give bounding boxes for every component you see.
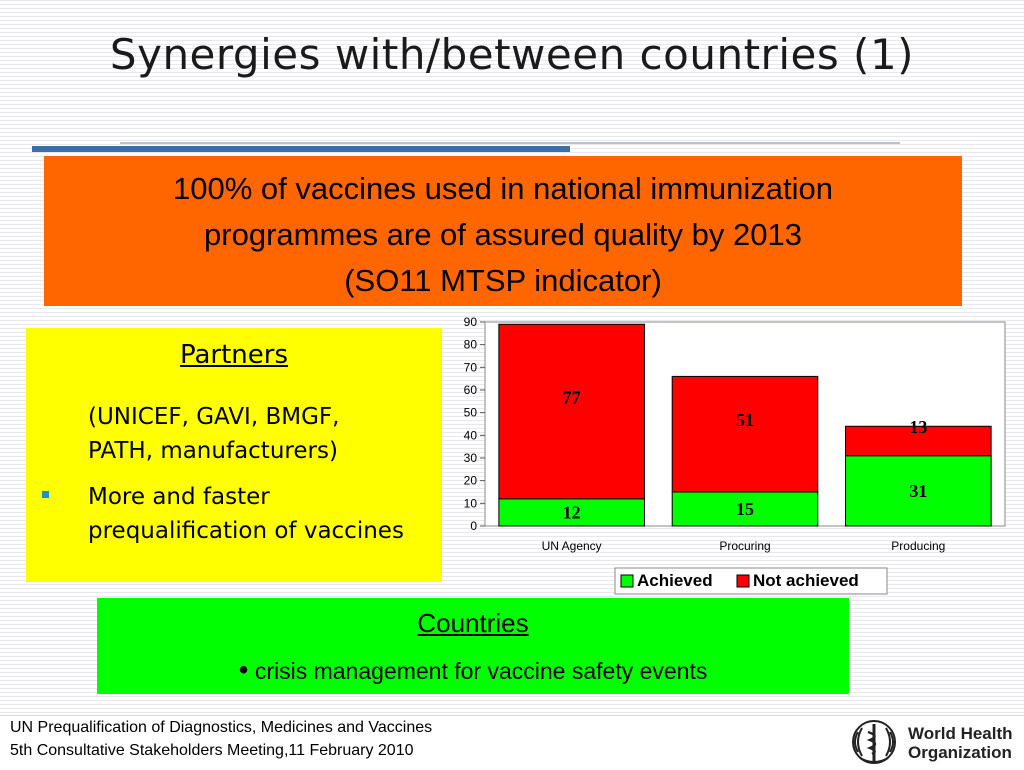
partners-list-line-2: PATH, manufacturers)	[88, 438, 338, 464]
slide-background: Synergies with/between countries (1) 100…	[0, 0, 1024, 715]
round-bullet-icon: •	[238, 654, 249, 685]
partners-list-line-1: (UNICEF, GAVI, BMGF,	[88, 404, 340, 430]
bar-segment-not-achieved	[671, 375, 819, 493]
indicator-line-3: (SO11 MTSP indicator)	[344, 263, 662, 298]
data-label: 77	[563, 388, 581, 408]
who-name-line-1: World Health	[908, 724, 1013, 743]
square-bullet-icon	[42, 491, 49, 498]
y-tick-label: 80	[464, 338, 478, 352]
partners-list: (UNICEF, GAVI, BMGF, PATH, manufacturers…	[88, 400, 428, 468]
y-tick-label: 60	[464, 383, 478, 397]
who-name-line-2: Organization	[908, 743, 1012, 762]
who-logo: World Health Organization	[848, 718, 1018, 766]
partners-box: Partners (UNICEF, GAVI, BMGF, PATH, manu…	[26, 328, 442, 582]
footer: UN Prequalification of Diagnostics, Medi…	[0, 715, 1024, 768]
stacked-bar-chart: 0 10 20 30 40 50 60 70 80 90 12 77 UN Agency 15 51 Proc…	[464, 315, 1006, 595]
data-label: 31	[909, 481, 927, 501]
countries-box: Countries • crisis management for vaccin…	[97, 598, 849, 694]
footer-line-1: UN Prequalification of Diagnostics, Medi…	[10, 719, 433, 736]
slide-title: Synergies with/between countries (1)	[109, 30, 915, 79]
y-tick-label: 30	[464, 451, 478, 465]
indicator-line-2: programmes are of assured quality by 201…	[204, 217, 802, 252]
indicator-line-1: 100% of vaccines used in national immuni…	[173, 171, 833, 206]
legend-label: Not achieved	[753, 571, 859, 590]
data-label: 12	[563, 502, 581, 522]
indicator-box: 100% of vaccines used in national immuni…	[44, 156, 962, 306]
y-tick-label: 20	[464, 474, 478, 488]
x-category-label: Producing	[891, 539, 945, 553]
legend-swatch	[736, 574, 750, 588]
data-label: 51	[736, 410, 754, 430]
title-divider-thick	[32, 146, 570, 152]
countries-bullet-text: crisis management for vaccine safety eve…	[254, 658, 708, 684]
bar-segment-not-achieved	[845, 425, 992, 457]
data-label: 15	[736, 499, 754, 519]
who-emblem-icon	[852, 720, 896, 764]
legend-label: Achieved	[637, 571, 713, 590]
y-tick-label: 50	[464, 406, 478, 420]
x-category-label: Procuring	[719, 539, 770, 553]
legend-swatch	[620, 574, 634, 588]
y-tick-label: 70	[464, 360, 478, 374]
footer-line-2: 5th Consultative Stakeholders Meeting,11…	[10, 742, 414, 759]
chart-legend	[614, 567, 888, 595]
y-tick-label: 0	[470, 519, 477, 533]
countries-heading: Countries	[417, 608, 529, 638]
bar-segment-not-achieved	[498, 323, 645, 500]
title-divider-thin	[120, 142, 900, 144]
x-category-label: UN Agency	[542, 539, 602, 553]
partners-bullet-text: More and faster prequalification of vacc…	[88, 484, 404, 544]
y-tick-label: 40	[464, 428, 478, 442]
y-tick-label: 10	[464, 496, 478, 510]
partners-heading: Partners	[179, 340, 289, 370]
bar-segment-achieved	[845, 455, 992, 527]
countries-bullet-item: • crisis management for vaccine safety e…	[97, 654, 849, 686]
data-label: 13	[909, 417, 927, 437]
y-tick-label: 90	[464, 315, 478, 329]
